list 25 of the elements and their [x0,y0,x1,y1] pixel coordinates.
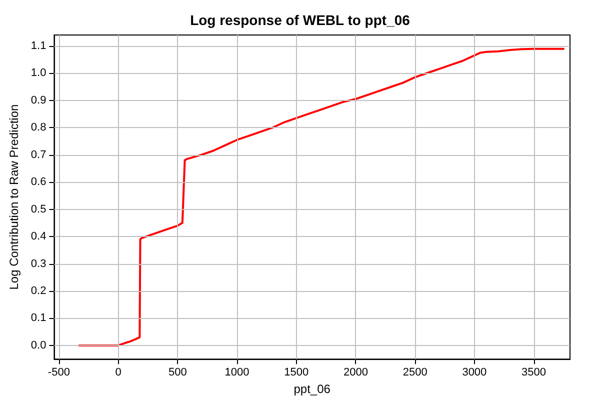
y-tick-label: 0.2 [30,285,46,298]
x-tick-label: 1000 [224,366,250,379]
y-tick-label: 0.1 [30,312,46,324]
x-tick-label: 3500 [522,366,546,379]
y-tick-label: 0.8 [30,122,46,134]
y-tick-label: 1.0 [30,67,46,80]
x-tick-label: 2000 [343,366,368,379]
x-axis-title: ppt_06 [294,382,331,396]
x-tick-label: 3000 [462,366,487,379]
x-tick-label: 2500 [402,366,428,379]
y-tick-label: 0.6 [30,176,46,188]
x-tick-label: 1500 [284,366,309,379]
y-tick-label: 0.9 [30,94,46,106]
y-tick-label: 0.4 [30,230,46,243]
x-tick-label: 0 [115,366,122,379]
y-tick-label: 0.7 [30,148,46,161]
chart-title: Log response of WEBL to ppt_06 [190,12,410,28]
x-tick-label: 500 [168,366,187,379]
y-tick-label: 0.5 [30,203,46,216]
y-tick-label: 0.0 [30,339,46,352]
line-series [78,48,564,346]
y-tick-label: 1.1 [30,40,46,52]
x-tick-label: -500 [48,366,70,379]
y-axis-title: Log Contribution to Raw Prediction [7,104,21,290]
y-tick-label: 0.3 [30,258,46,270]
